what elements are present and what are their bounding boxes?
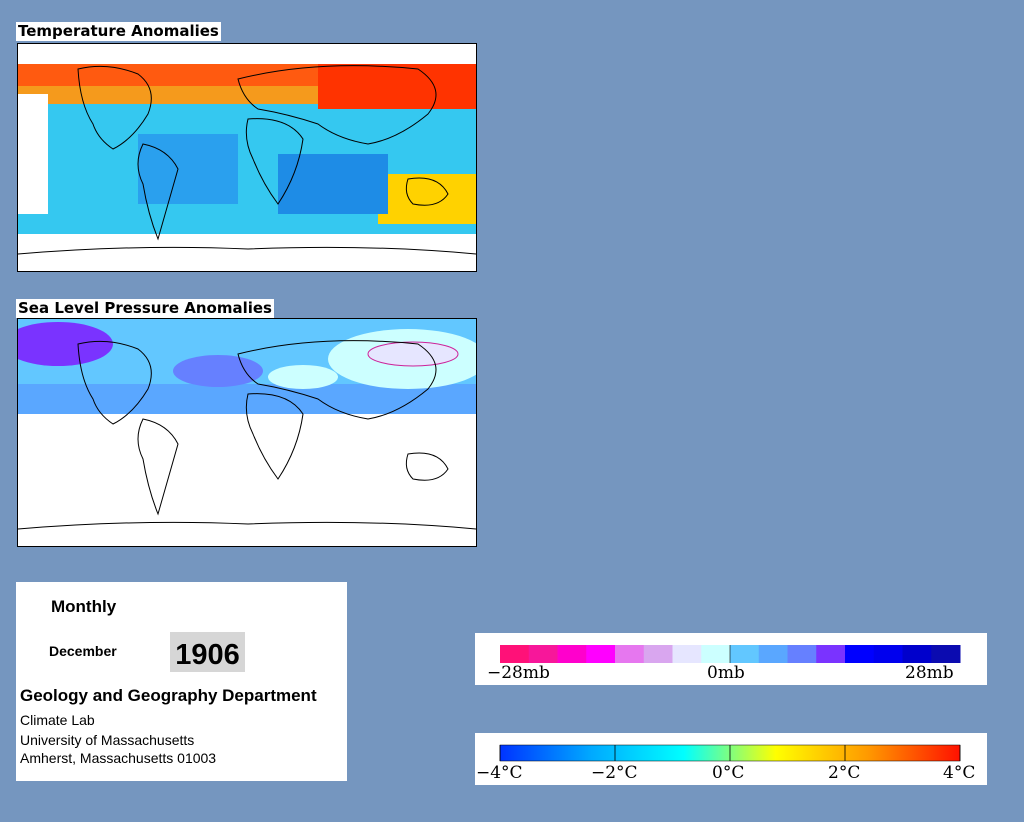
temperature-legend: −4°C −2°C 0°C 2°C 4°C (475, 733, 987, 785)
pressure-high-siberia-core (367, 341, 459, 367)
pressure-map-title: Sea Level Pressure Anomalies (16, 299, 274, 318)
year-display: 1906 (170, 632, 245, 672)
temperature-no-data-south (18, 234, 476, 271)
pressure-legend-swatch (586, 645, 616, 663)
continent-antarctica (18, 246, 476, 255)
pressure-legend-swatch (500, 645, 530, 663)
pressure-legend: −28mb 0mb 28mb (475, 633, 987, 685)
pressure-legend-swatch (730, 645, 760, 663)
pressure-legend-label-min: −28mb (487, 663, 550, 683)
month-label: December (49, 643, 117, 659)
period-label: Monthly (51, 597, 117, 616)
temperature-legend-label-2: 2°C (828, 763, 860, 783)
lab-name: Climate Lab (20, 712, 95, 728)
temperature-hot-siberia (318, 64, 476, 109)
temperature-anomaly-map (17, 43, 477, 272)
pressure-legend-swatch (615, 645, 645, 663)
pressure-legend-swatch (931, 645, 961, 663)
temperature-cool-atlantic (138, 134, 238, 204)
temperature-legend-label-neg2: −2°C (591, 763, 638, 783)
department-name: Geology and Geography Department (20, 686, 317, 705)
continent-north-america (77, 340, 152, 425)
pressure-legend-swatch (787, 645, 817, 663)
pressure-legend-swatch (701, 645, 731, 663)
continent-australia (405, 452, 449, 481)
continent-north-america (77, 65, 152, 150)
pressure-legend-swatch (816, 645, 846, 663)
temperature-legend-label-0: 0°C (712, 763, 744, 783)
pressure-low-atlantic (173, 355, 263, 387)
pressure-legend-swatch (902, 645, 932, 663)
pressure-legend-swatch (845, 645, 875, 663)
temperature-no-data-west (18, 94, 48, 214)
pressure-legend-swatch (643, 645, 673, 663)
continent-africa (245, 393, 304, 480)
continent-africa (245, 118, 304, 205)
pressure-legend-swatch (528, 645, 558, 663)
pressure-high-europe (268, 365, 338, 389)
temperature-no-data-top (18, 44, 476, 64)
pressure-low-arctic (18, 322, 113, 366)
continent-australia (405, 177, 449, 206)
continent-south-america (137, 143, 179, 241)
temperature-map-title: Temperature Anomalies (16, 22, 221, 41)
continent-antarctica (18, 521, 476, 530)
info-panel: Monthly December 1906 Geology and Geogra… (16, 582, 347, 781)
continent-europe-asia (237, 65, 437, 145)
pressure-legend-label-max: 28mb (905, 663, 954, 683)
pressure-no-data (18, 414, 476, 546)
pressure-legend-swatch (758, 645, 788, 663)
pressure-anomaly-map (17, 318, 477, 547)
pressure-legend-swatch (672, 645, 702, 663)
continent-south-america (137, 418, 179, 516)
pressure-legend-swatch (557, 645, 587, 663)
temperature-legend-label-4: 4°C (943, 763, 975, 783)
temperature-cool-indian (278, 154, 388, 214)
temperature-warm-pacific (378, 174, 476, 224)
continent-europe-asia (237, 340, 437, 420)
university-name: University of Massachusetts (20, 732, 195, 748)
address-line: Amherst, Massachusetts 01003 (20, 750, 217, 766)
pressure-legend-label-zero: 0mb (707, 663, 745, 683)
temperature-legend-label-neg4: −4°C (476, 763, 523, 783)
pressure-legend-swatch (873, 645, 903, 663)
